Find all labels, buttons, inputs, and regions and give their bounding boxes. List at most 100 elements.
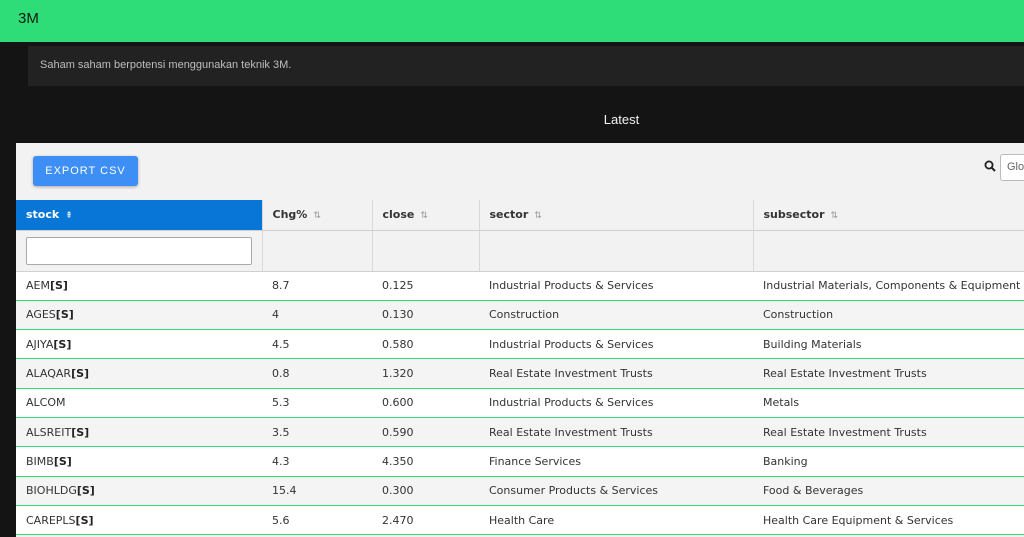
table-panel: EXPORT CSV Glo stock ⇞ Chg% ⇅ close ⇅ secto… <box>16 143 1024 537</box>
stock-cell-text[interactable]: AJIYA <box>26 337 54 351</box>
chg-cell: 15.4 <box>262 476 372 506</box>
close-cell-text: 0.130 <box>382 308 414 322</box>
subsector-cell: Industrial Materials, Components & Equip… <box>753 271 1024 301</box>
close-cell: 2.470 <box>372 505 479 536</box>
export-csv-button[interactable]: EXPORT CSV <box>33 156 138 186</box>
sector-cell: Consumer Products & Services <box>479 476 753 506</box>
stock-cell: BIOHLDG[S] <box>16 476 262 506</box>
chg-cell: 4.3 <box>262 446 372 477</box>
stock-cell: AJIYA[S] <box>16 329 262 360</box>
shariah-tag: [S] <box>53 337 72 351</box>
subsector-cell-text: Health Care Equipment & Services <box>763 513 954 527</box>
subsector-cell-text: Real Estate Investment Trusts <box>763 425 927 439</box>
table-row[interactable]: ALAQAR[S] 0.8 1.320 Real Estate Investment … <box>16 358 1024 389</box>
column-header-stock[interactable]: stock ⇞ <box>16 200 263 231</box>
section-title: Latest <box>603 112 640 127</box>
sector-cell-text: Industrial Products & Services <box>489 337 654 351</box>
global-search-placeholder: Glo <box>1007 161 1024 173</box>
sector-cell-text: Finance Services <box>489 454 581 468</box>
close-cell: 0.590 <box>372 417 479 448</box>
close-cell-text: 0.300 <box>382 484 414 498</box>
table-row[interactable]: CAREPLS[S] 5.6 2.470 Health Care Health Care… <box>16 505 1024 536</box>
sector-cell-text: Real Estate Investment Trusts <box>489 367 653 381</box>
stock-filter-input[interactable] <box>26 236 252 265</box>
table-row[interactable]: AEM[S] 8.7 0.125 Industrial Products & Serv… <box>16 271 1024 301</box>
subsector-cell: Real Estate Investment Trusts <box>753 417 1024 448</box>
brand-title[interactable]: 3M <box>18 10 39 27</box>
stock-cell-text[interactable]: CAREPLS <box>26 513 76 527</box>
close-cell-text: 0.590 <box>382 425 414 439</box>
column-header-chg[interactable]: Chg% ⇅ <box>262 200 373 231</box>
sort-icon[interactable]: ⇅ <box>830 211 839 222</box>
table-row[interactable]: ALSREIT[S] 3.5 0.590 Real Estate Investment… <box>16 417 1024 448</box>
stock-cell-text[interactable]: BIOHLDG <box>26 484 77 498</box>
stock-cell-text[interactable]: BIMB <box>26 454 54 468</box>
close-cell: 0.600 <box>372 388 479 418</box>
sort-icon[interactable]: ⇅ <box>313 211 321 222</box>
close-cell: 1.320 <box>372 358 479 389</box>
sort-icon[interactable]: ⇅ <box>534 211 542 222</box>
close-cell-text: 0.125 <box>382 279 414 293</box>
chg-cell-text: 8.7 <box>272 279 290 293</box>
sector-cell: Industrial Products & Services <box>479 271 753 301</box>
global-search-input[interactable]: Glo <box>1000 154 1024 181</box>
shariah-tag: [S] <box>49 279 68 293</box>
table-row[interactable]: ALCOM 5.3 0.600 Industrial Products & Servi… <box>16 388 1024 418</box>
sector-cell-text: Industrial Products & Services <box>489 396 654 410</box>
column-header-close[interactable]: close ⇅ <box>372 200 480 231</box>
subsector-cell-text: Metals <box>763 396 800 410</box>
search-icon <box>984 160 996 172</box>
stock-cell-text[interactable]: AGES <box>26 308 56 322</box>
filter-cell <box>372 230 480 272</box>
filter-cell <box>262 230 373 272</box>
stock-cell: AEM[S] <box>16 271 262 301</box>
subsector-cell-text: Construction <box>763 308 834 322</box>
subsector-cell: Banking <box>753 446 1024 477</box>
sector-cell-text: Construction <box>489 308 560 322</box>
stock-cell-text[interactable]: AEM <box>26 279 50 293</box>
chg-cell-text: 4.5 <box>272 337 290 351</box>
table-row[interactable]: BIMB[S] 4.3 4.350 Finance Services Banking <box>16 446 1024 477</box>
column-header-subsector[interactable]: subsector ⇅ <box>753 200 1024 231</box>
filter-row <box>16 230 1024 272</box>
stock-table: stock ⇞ Chg% ⇅ close ⇅ sector ⇅ subsector ⇅ A… <box>16 200 1024 536</box>
header-row: stock ⇞ Chg% ⇅ close ⇅ sector ⇅ subsector ⇅ <box>16 200 1024 231</box>
sort-icon[interactable]: ⇅ <box>420 211 428 222</box>
stock-filter-cell <box>16 230 263 272</box>
stock-cell-text[interactable]: ALCOM <box>26 396 66 410</box>
column-header-sector[interactable]: sector ⇅ <box>479 200 754 231</box>
close-cell: 4.350 <box>372 446 479 477</box>
stock-cell: ALCOM <box>16 388 262 418</box>
table-row[interactable]: AJIYA[S] 4.5 0.580 Industrial Products & Se… <box>16 329 1024 360</box>
sector-cell: Construction <box>479 300 753 331</box>
stock-cell-text[interactable]: ALSREIT <box>26 425 72 439</box>
sort-ascending-icon[interactable]: ⇞ <box>65 211 73 222</box>
table-body: AEM[S] 8.7 0.125 Industrial Products & Serv… <box>16 271 1024 536</box>
table-row[interactable]: BIOHLDG[S] 15.4 0.300 Consumer Products & S… <box>16 476 1024 506</box>
sector-cell-text: Industrial Products & Services <box>489 279 654 293</box>
close-cell: 0.580 <box>372 329 479 360</box>
notice-text: Saham saham berpotensi menggunakan tekni… <box>40 59 292 71</box>
shariah-tag: [S] <box>53 454 72 468</box>
sector-cell: Real Estate Investment Trusts <box>479 417 753 448</box>
subsector-cell-text: Industrial Materials, Components & Equip… <box>763 279 1021 293</box>
close-cell-text: 4.350 <box>382 454 414 468</box>
stock-cell: AGES[S] <box>16 300 262 331</box>
table-row[interactable]: AGES[S] 4 0.130 Construction Construction <box>16 300 1024 331</box>
chg-cell-text: 0.8 <box>272 367 290 381</box>
sector-cell: Real Estate Investment Trusts <box>479 358 753 389</box>
sector-cell: Industrial Products & Services <box>479 388 753 418</box>
subsector-cell: Construction <box>753 300 1024 331</box>
chg-cell: 0.8 <box>262 358 372 389</box>
subsector-cell: Building Materials <box>753 329 1024 360</box>
close-cell-text: 1.320 <box>382 367 414 381</box>
close-cell: 0.130 <box>372 300 479 331</box>
stock-cell-text[interactable]: ALAQAR <box>26 367 72 381</box>
chg-cell-text: 15.4 <box>272 484 297 498</box>
subsector-cell-text: Real Estate Investment Trusts <box>763 367 927 381</box>
chg-cell: 4.5 <box>262 329 372 360</box>
subsector-cell-text: Food & Beverages <box>763 484 864 498</box>
top-navbar: 3M <box>0 0 1024 42</box>
shariah-tag: [S] <box>71 367 90 381</box>
filter-cell <box>753 230 1024 272</box>
